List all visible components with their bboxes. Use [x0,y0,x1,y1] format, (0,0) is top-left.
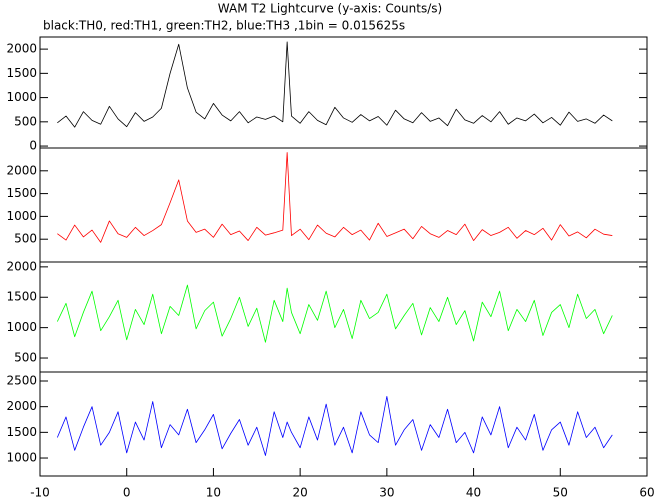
y-tick-label: 0 [29,139,37,153]
panel-frame [39,261,648,373]
panel-frame [39,36,648,149]
y-tick-label: 500 [14,114,37,128]
y-tick-label: 1000 [6,320,37,334]
x-tick-label: 50 [553,486,568,500]
x-tick-label: 30 [379,486,394,500]
y-tick-label: 2000 [6,259,37,273]
x-tick-label: 10 [206,486,221,500]
light-curve [56,284,613,343]
y-tick-label: 1500 [6,290,37,304]
x-tick-label: 40 [466,486,481,500]
x-tick-label: 0 [123,486,131,500]
x-tick-label: 60 [639,486,654,500]
panel-frame [39,371,648,477]
light-curve [56,396,613,456]
y-tick-label: 2000 [6,399,37,413]
x-tick-label: 20 [293,486,308,500]
y-tick-label: 1500 [6,66,37,80]
light-curve [57,41,613,128]
chart-subtitle: black:TH0, red:TH1, green:TH2, blue:TH3 … [43,19,405,33]
y-tick-label: 2000 [6,163,37,177]
x-tick-label: -10 [30,486,50,500]
y-tick-label: 1000 [6,451,37,465]
chart-title: WAM T2 Lightcurve (y-axis: Counts/s) [218,2,442,16]
y-tick-label: 1000 [6,209,37,223]
y-tick-label: 1000 [6,90,37,104]
light-curve [57,152,613,243]
y-tick-label: 500 [14,351,37,365]
y-tick-label: 1500 [6,186,37,200]
y-tick-label: 1500 [6,425,37,439]
panel-frame [39,147,648,263]
y-tick-label: 2000 [6,42,37,56]
y-tick-label: 500 [14,232,37,246]
y-tick-label: 2500 [6,373,37,387]
